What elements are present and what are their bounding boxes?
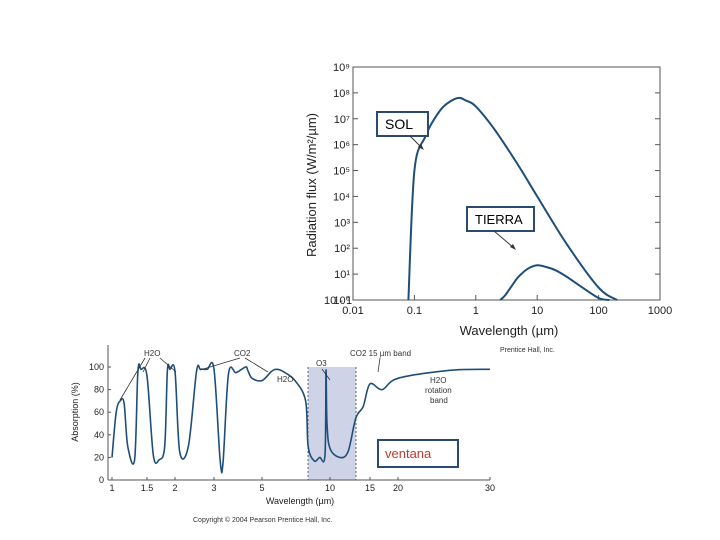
top-x-tick-label: 10 [531, 305, 543, 317]
top-x-tick-label: 100 [589, 305, 607, 317]
series-line-absorption [111, 361, 491, 474]
top-credit: Prentice Hall, Inc. [500, 347, 555, 354]
top-y-tick-label: 10⁰ [333, 295, 350, 307]
bottom-curve [111, 361, 491, 474]
top-y-axis-label: Radiation flux (W/m²/µm) [304, 113, 319, 257]
top-y-tick-label: 10⁶ [333, 140, 350, 152]
window-band [308, 367, 356, 480]
annotation-co2-band: CO2 15 µm band [350, 349, 411, 358]
bottom-x-tick-label: 30 [485, 483, 495, 493]
bottom-x-tick-label: 2 [172, 483, 177, 493]
tierra-arrowhead [510, 244, 516, 250]
bottom-x-tick-label: 10 [325, 483, 335, 493]
bottom-y-tick-label: 100 [89, 362, 104, 372]
annotation-h2o-rotation-line2: rotation [425, 386, 452, 395]
top-curves [407, 96, 618, 301]
bottom-axis-ticks: 1 1.5 2 3 5 10 15 20 30 100 80 60 40 20 0 [89, 362, 495, 493]
series-line-tierra [499, 264, 610, 301]
tierra-label-box: TIERRA [466, 206, 535, 250]
top-y-tick-label: 10¹ [334, 269, 350, 281]
top-y-tick-label: 10⁵ [333, 166, 350, 178]
top-x-tick-label: 0.01 [342, 305, 363, 317]
top-frame [352, 66, 661, 301]
top-y-tick-label: 10⁸ [333, 88, 350, 100]
top-x-tick-label: 1 [473, 305, 479, 317]
bottom-y-axis-label: Absorption (%) [70, 382, 80, 442]
bottom-y-tick-label: 60 [94, 407, 104, 417]
bottom-x-tick-label: 5 [259, 483, 264, 493]
annotation-co2-1: CO2 [234, 349, 251, 358]
bottom-x-tick-label: 15 [365, 483, 375, 493]
bottom-credit: Copyright © 2004 Pearson Prentice Hall, … [193, 516, 332, 524]
annotation-h2o-rotation-line1: H2O [430, 376, 446, 385]
bottom-x-tick-label: 1.5 [141, 483, 154, 493]
ventana-label-box: ventana [377, 439, 459, 468]
tierra-label: TIERRA [475, 212, 523, 227]
top-x-tick-label: 1000 [648, 305, 672, 317]
top-y-tick-label: 10² [334, 243, 350, 255]
bottom-x-tick-label: 20 [393, 483, 403, 493]
top-x-tick-label: 0.1 [407, 305, 422, 317]
top-y-tick-label: 10⁴ [333, 191, 350, 203]
bottom-y-tick-label: 20 [94, 452, 104, 462]
annotation-arrows [119, 357, 381, 401]
bottom-y-tick-label: 0 [99, 475, 104, 485]
bottom-x-tick-label: 3 [211, 483, 216, 493]
top-y-tick-label: 10⁷ [334, 114, 350, 126]
sol-arrowhead [418, 144, 424, 150]
top-x-axis-label: Wavelength (µm) [460, 323, 559, 338]
top-y-tick-label: 10 - 1 [324, 295, 352, 307]
top-y-tick-label: 10⁹ [333, 62, 350, 74]
ventana-label: ventana [385, 446, 432, 461]
sol-label: SOL [385, 116, 413, 132]
bottom-x-tick-label: 1 [109, 483, 114, 493]
bottom-y-tick-label: 80 [94, 385, 104, 395]
top-axis-ticks: 0.01 0.1 1 10 100 1000 10⁹ 10⁸ 10⁷ 10⁶ 10⁵ 10⁴ 10³ 10… [324, 62, 672, 317]
bottom-x-axis-label: Wavelength (µm) [266, 496, 334, 506]
bottom-y-tick-label: 40 [94, 430, 104, 440]
tierra-arrow [493, 230, 515, 249]
annotation-h2o-rotation-line3: band [430, 396, 448, 405]
annotation-h2o-1: H2O [144, 349, 160, 358]
top-y-tick-label: 10³ [334, 217, 350, 229]
annotation-h2o-2: H2O [277, 375, 293, 384]
sol-label-box: SOL [376, 111, 429, 150]
series-line-sol [407, 96, 618, 301]
annotation-o3: O3 [316, 359, 327, 368]
